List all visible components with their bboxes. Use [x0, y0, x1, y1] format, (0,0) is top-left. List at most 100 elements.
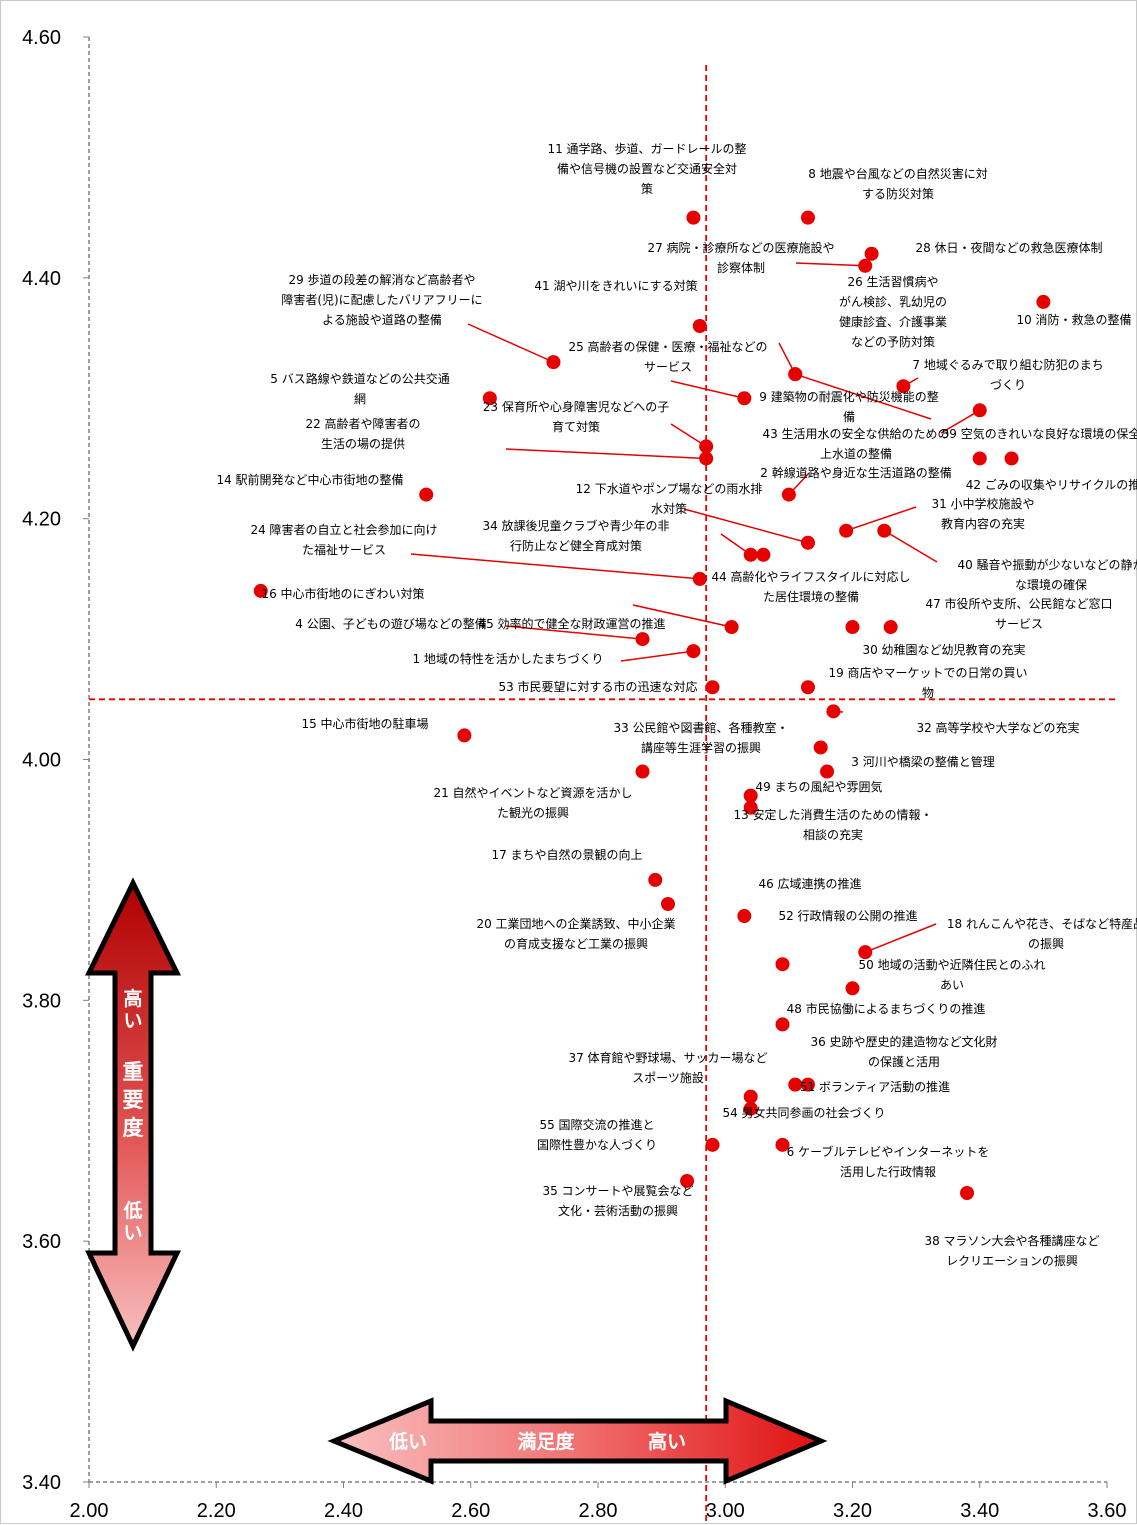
data-point-45 [724, 620, 739, 635]
point-label-40: 40 騒音や振動が少ないなどの静かな環境の確保 [957, 557, 1137, 592]
point-label-44: 44 高齢化やライフスタイルに対応した居住環境の整備 [711, 569, 910, 604]
point-label-21: 21 自然やイベントなど資源を活かした観光の振興 [433, 785, 632, 820]
point-label-48: 48 市民協働によるまちづくりの推進 [787, 1001, 986, 1016]
data-point-33 [813, 740, 828, 755]
data-point-22 [699, 451, 714, 466]
data-point-49 [743, 788, 758, 803]
data-point-32 [826, 704, 841, 719]
data-point-51 [788, 1077, 803, 1092]
data-point-52 [775, 957, 790, 972]
data-point-3 [820, 764, 835, 779]
point-label-8: 8 地震や台風などの自然災害に対する防災対策 [808, 166, 987, 201]
point-label-16: 16 中心市街地のにぎわい対策 [261, 586, 424, 601]
leader-line-43 [940, 409, 981, 434]
data-point-11 [686, 210, 701, 225]
point-label-24: 24 障害者の自立と社会参加に向けた福祉サービス [250, 522, 437, 557]
data-point-27 [858, 258, 873, 273]
point-label-39: 39 空気のきれいな良好な環境の保全 [942, 426, 1137, 441]
y-tick-label: 3.60 [22, 1231, 61, 1253]
point-label-7: 7 地域ぐるみで取り組む防犯のまちづくり [912, 357, 1103, 392]
x-tick-label: 3.40 [960, 1500, 999, 1522]
point-label-17: 17 まちや自然の景観の向上 [491, 847, 642, 862]
point-label-32: 32 高等学校や大学などの充実 [916, 720, 1079, 735]
data-point-54 [743, 1101, 758, 1116]
data-point-46 [737, 909, 752, 924]
point-label-45: 45 効率的で健全な財政運営の推進 [478, 616, 665, 631]
leader-line-4 [505, 625, 643, 640]
point-label-6: 6 ケーブルテレビやインターネットを活用した行政情報 [787, 1144, 990, 1179]
point-label-20: 20 工業団地への企業誘致、中小企業の育成支援など工業の振興 [476, 916, 675, 951]
data-point-53 [705, 680, 720, 695]
data-point-24 [692, 571, 707, 586]
point-label-15: 15 中心市街地の駐車場 [301, 716, 428, 731]
point-label-34: 34 放課後児童クラブや青少年の非行防止など健全育成対策 [482, 518, 669, 553]
data-point-30 [845, 620, 860, 635]
point-label-36: 36 史跡や歴史的建造物など文化財の保護と活用 [810, 1034, 997, 1069]
data-point-35 [680, 1173, 695, 1188]
x-tick-label: 2.00 [70, 1500, 109, 1522]
point-label-50: 50 地域の活動や近隣住民とのふれあい [859, 957, 1046, 992]
data-point-6 [775, 1137, 790, 1152]
data-point-21 [635, 764, 650, 779]
x-tick-label: 2.60 [451, 1500, 490, 1522]
leader-line-24 [410, 553, 700, 580]
satisfaction-axis-label: 満足度 [517, 1430, 575, 1453]
data-point-12 [800, 535, 815, 550]
y-tick-label: 4.40 [22, 268, 61, 290]
data-point-47 [883, 620, 898, 635]
data-point-44 [756, 547, 771, 562]
data-point-29 [546, 355, 561, 370]
point-label-38: 38 マラソン大会や各種講座などレクリエーションの振興 [924, 1233, 1099, 1268]
data-point-34 [743, 547, 758, 562]
point-label-55: 55 国際交流の推進と国際性豊かな人づくり [537, 1117, 657, 1152]
data-point-1 [686, 644, 701, 659]
x-tick-label: 2.20 [197, 1500, 236, 1522]
point-label-42: 42 ごみの収集やリサイクルの推進 [966, 477, 1137, 492]
importance-low-label: 低い [122, 1199, 142, 1244]
data-point-31 [839, 523, 854, 538]
point-label-41: 41 湖や川をきれいにする対策 [534, 278, 697, 293]
data-point-36 [800, 1077, 815, 1092]
point-label-14: 14 駅前開発など中心市街地の整備 [216, 472, 403, 487]
data-point-19 [800, 680, 815, 695]
data-point-17 [648, 872, 663, 887]
data-point-5 [482, 391, 497, 406]
point-label-26: 26 生活習慣病やがん検診、乳幼児の健康診査、介護事業などの予防対策 [839, 274, 947, 349]
satisfaction-arrow: 低い 満足度 高い [327, 1397, 828, 1485]
satisfaction-high-label: 高い [648, 1430, 686, 1453]
x-tick-label: 3.00 [706, 1500, 745, 1522]
data-point-48 [775, 1017, 790, 1032]
data-point-55 [705, 1137, 720, 1152]
data-point-4 [635, 632, 650, 647]
data-point-37 [743, 1089, 758, 1104]
data-point-15 [457, 728, 472, 743]
point-label-4: 4 公園、子どもの遊び場などの整備 [295, 616, 486, 631]
y-tick-label: 4.00 [22, 750, 61, 772]
point-label-31: 31 小中学校施設や教育内容の充実 [931, 496, 1034, 531]
data-point-38 [960, 1186, 975, 1200]
data-point-42 [1004, 451, 1019, 466]
x-tick-label: 2.80 [579, 1500, 618, 1522]
y-tick-label: 4.60 [22, 27, 61, 49]
data-point-39 [972, 451, 987, 466]
data-point-40 [877, 523, 892, 538]
importance-high-label: 高い [123, 987, 142, 1032]
point-label-25: 25 高齢者の保健・医療・福祉などのサービス [568, 339, 767, 374]
data-point-2 [781, 487, 796, 502]
point-label-1: 1 地域の特性を活かしたまちづくり [412, 651, 603, 666]
point-label-30: 30 幼稚園など幼児教育の充実 [862, 642, 1025, 657]
data-point-16 [253, 583, 268, 598]
leader-line-45 [632, 604, 732, 628]
importance-axis-label: 重要度 [123, 1060, 144, 1140]
leader-line-22 [505, 448, 707, 460]
x-tick-label: 2.40 [324, 1500, 363, 1522]
leader-line-1 [620, 650, 694, 662]
point-label-18: 18 れんこんや花き、そばなど特産品の振興 [947, 916, 1137, 951]
leader-line-12 [683, 508, 809, 544]
point-label-12: 12 下水道やポンプ場などの雨水排水対策 [576, 482, 763, 516]
data-point-41 [692, 319, 707, 333]
data-point-14 [419, 487, 434, 502]
point-label-2: 2 幹線道路や身近な生活道路の整備 [760, 465, 951, 480]
